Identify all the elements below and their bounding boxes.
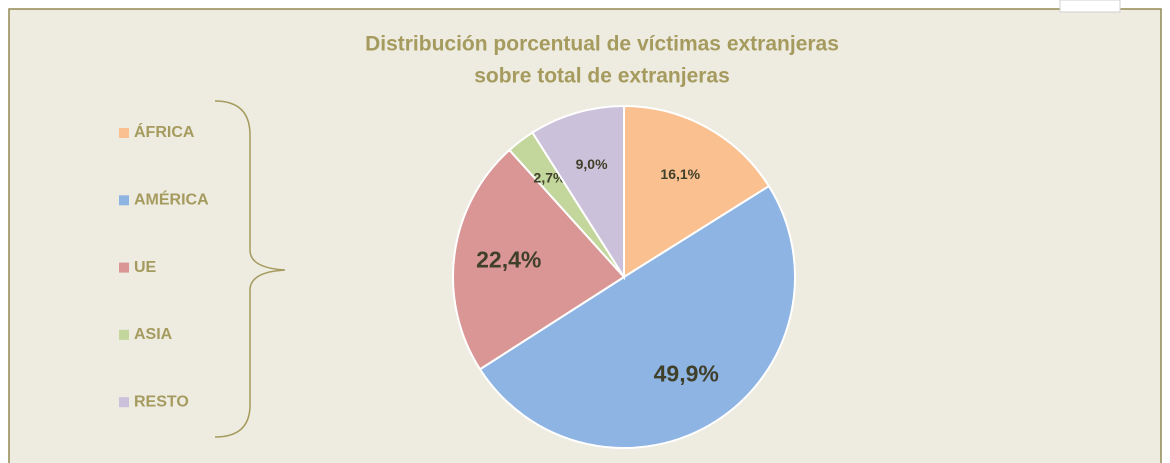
pie-slice bbox=[531, 104, 625, 281]
pie-slice bbox=[623, 104, 771, 279]
pie-slice bbox=[478, 184, 796, 449]
legend-swatch bbox=[119, 262, 129, 273]
chart-subtitle: sobre total de extranjeras bbox=[474, 65, 730, 88]
legend-swatch bbox=[119, 329, 129, 340]
legend-label: AMÉRICA bbox=[134, 190, 209, 209]
data-label: 9,0% bbox=[576, 156, 608, 172]
pie-slice bbox=[452, 148, 626, 371]
data-label: 16,1% bbox=[660, 166, 700, 182]
corner-box bbox=[1059, 0, 1121, 13]
legend-label: RESTO bbox=[134, 393, 189, 410]
legend-label: UE bbox=[134, 259, 157, 276]
chart-title: Distribución porcentual de víctimas extr… bbox=[365, 33, 839, 56]
legend-swatch bbox=[119, 397, 129, 408]
legend-brace bbox=[214, 100, 286, 438]
legend-label: ÁFRICA bbox=[134, 122, 195, 141]
data-label: 22,4% bbox=[476, 247, 541, 273]
legend-label: ASIA bbox=[134, 326, 173, 343]
legend-swatch bbox=[119, 195, 129, 206]
legend-swatch bbox=[119, 128, 129, 138]
data-label: 49,9% bbox=[654, 360, 719, 386]
